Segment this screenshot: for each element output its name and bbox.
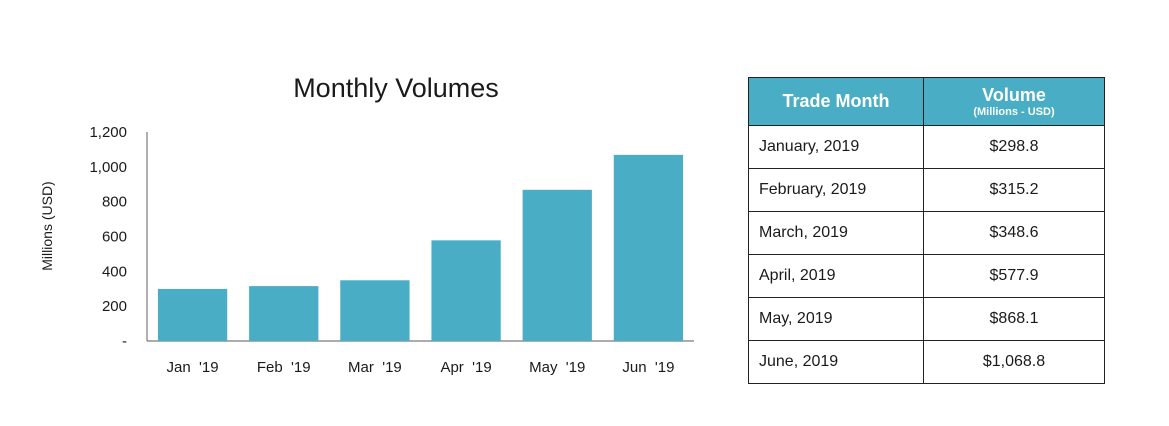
table-row: March, 2019 $348.6 — [748, 211, 1105, 255]
x-tick-label: Mar '19 — [348, 359, 402, 376]
y-tick-label: 1,200 — [89, 124, 127, 141]
y-tick-label: 800 — [102, 194, 127, 211]
x-tick-label: Jun '19 — [622, 359, 674, 376]
y-tick-label: 400 — [102, 263, 127, 280]
row-volume: $868.1 — [923, 297, 1105, 341]
bar — [340, 280, 410, 341]
row-volume: $298.8 — [923, 125, 1105, 169]
row-volume: $348.6 — [923, 211, 1105, 255]
table-header-row: Trade Month Volume (Millions - USD) — [748, 77, 1105, 126]
row-month: March, 2019 — [748, 211, 924, 255]
y-tick-labels: - 200 400 600 800 1,000 1,200 — [89, 124, 127, 350]
volume-table: Trade Month Volume (Millions - USD) Janu… — [748, 77, 1105, 384]
y-tick-label: 1,000 — [89, 159, 127, 176]
x-tick-labels: Jan '19 Feb '19 Mar '19 Apr '19 May '19 Jun '… — [167, 359, 675, 376]
header-volume: Volume (Millions - USD) — [923, 77, 1105, 126]
chart-svg: Monthly Volumes Millions (USD) - 200 400 60… — [39, 73, 694, 376]
header-volume-label: Volume — [982, 84, 1046, 105]
y-tick-label: 200 — [102, 298, 127, 315]
table-row: June, 2019 $1,068.8 — [748, 340, 1105, 384]
row-volume: $577.9 — [923, 254, 1105, 298]
bar — [431, 240, 501, 341]
bars — [157, 154, 684, 341]
y-tick-label: 600 — [102, 229, 127, 246]
volume-table-container: Trade Month Volume (Millions - USD) Janu… — [748, 77, 1105, 384]
y-axis-label: Millions (USD) — [39, 181, 55, 270]
x-tick-label: Apr '19 — [440, 359, 491, 376]
table-row: February, 2019 $315.2 — [748, 168, 1105, 212]
x-tick-label: Jan '19 — [167, 359, 219, 376]
header-trade-month: Trade Month — [748, 77, 924, 126]
bar — [157, 288, 228, 341]
bar — [249, 286, 319, 341]
x-tick-label: May '19 — [529, 359, 585, 376]
row-month: June, 2019 — [748, 340, 924, 384]
header-volume-unit: (Millions - USD) — [973, 105, 1055, 118]
row-volume: $315.2 — [923, 168, 1105, 212]
x-tick-label: Feb '19 — [257, 359, 311, 376]
row-month: January, 2019 — [748, 125, 924, 169]
table-row: April, 2019 $577.9 — [748, 254, 1105, 298]
table-row: May, 2019 $868.1 — [748, 297, 1105, 341]
row-month: February, 2019 — [748, 168, 924, 212]
row-month: May, 2019 — [748, 297, 924, 341]
bar — [522, 189, 592, 341]
row-volume: $1,068.8 — [923, 340, 1105, 384]
chart-title: Monthly Volumes — [293, 73, 499, 103]
y-tick-label: - — [122, 333, 127, 350]
table-row: January, 2019 $298.8 — [748, 125, 1105, 169]
monthly-volumes-chart: Monthly Volumes Millions (USD) - 200 400 60… — [39, 73, 694, 376]
bar — [613, 154, 684, 341]
row-month: April, 2019 — [748, 254, 924, 298]
